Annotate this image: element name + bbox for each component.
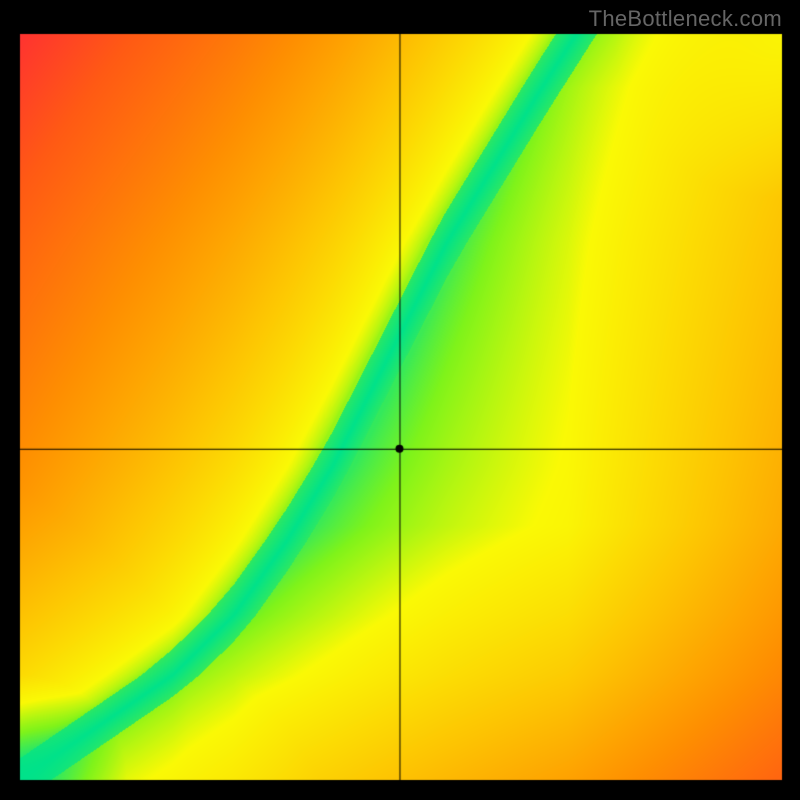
watermark-text: TheBottleneck.com [589, 6, 782, 32]
heatmap-chart [0, 0, 800, 800]
chart-container: TheBottleneck.com [0, 0, 800, 800]
